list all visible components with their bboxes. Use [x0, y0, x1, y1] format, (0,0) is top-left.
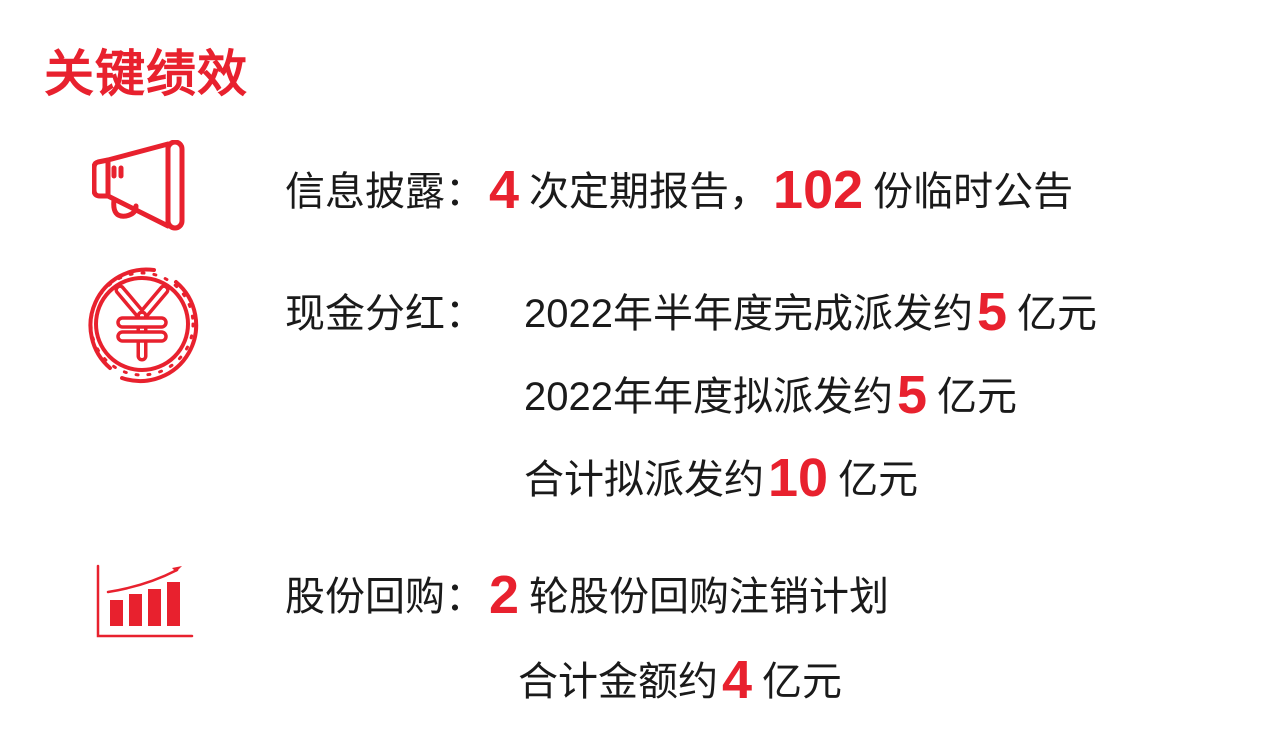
line-text: 份临时公告 — [873, 170, 1074, 214]
line-text: 轮股份回购注销计划 — [529, 575, 890, 619]
dividend-line-3: 合计拟派发约10 亿元 — [524, 448, 918, 510]
line-text: 合计金额约 — [518, 660, 718, 704]
line-text: 亿元 — [762, 660, 843, 704]
value-number: 10 — [768, 448, 829, 508]
megaphone-icon — [92, 140, 185, 231]
buyback-line-1: 股份回购：2 轮股份回购注销计划 — [285, 565, 889, 627]
disclosure-label: 信息披露： — [285, 170, 485, 214]
value-number: 2 — [489, 565, 520, 625]
page-title: 关键绩效 — [44, 46, 248, 102]
announcement-count: 102 — [773, 160, 864, 220]
buyback-line-2: 合计金额约4 亿元 — [518, 650, 842, 712]
yen-coin-icon — [88, 264, 199, 384]
value-number: 5 — [896, 365, 928, 425]
line-text: 合计拟派发约 — [524, 458, 764, 502]
buyback-label: 股份回购： — [285, 575, 485, 619]
line-text: 2022年年度拟派发约 — [524, 375, 893, 419]
bar-chart-growth-icon — [96, 564, 194, 638]
dividend-label: 现金分红： — [285, 292, 485, 336]
disclosure-line: 信息披露：4 次定期报告，102 份临时公告 — [285, 160, 1073, 222]
line-text: 次定期报告， — [529, 170, 770, 214]
periodic-report-count: 4 — [489, 160, 520, 220]
line-text: 亿元 — [838, 458, 919, 502]
line-text: 亿元 — [937, 375, 1018, 419]
dividend-line-1: 现金分红： 2022年半年度完成派发约5 亿元 — [285, 282, 1097, 344]
value-number: 5 — [976, 282, 1008, 342]
value-number: 4 — [722, 650, 753, 710]
line-text: 亿元 — [1017, 292, 1098, 336]
dividend-line-2: 2022年年度拟派发约5 亿元 — [524, 365, 1017, 427]
line-text: 2022年半年度完成派发约 — [524, 292, 973, 336]
